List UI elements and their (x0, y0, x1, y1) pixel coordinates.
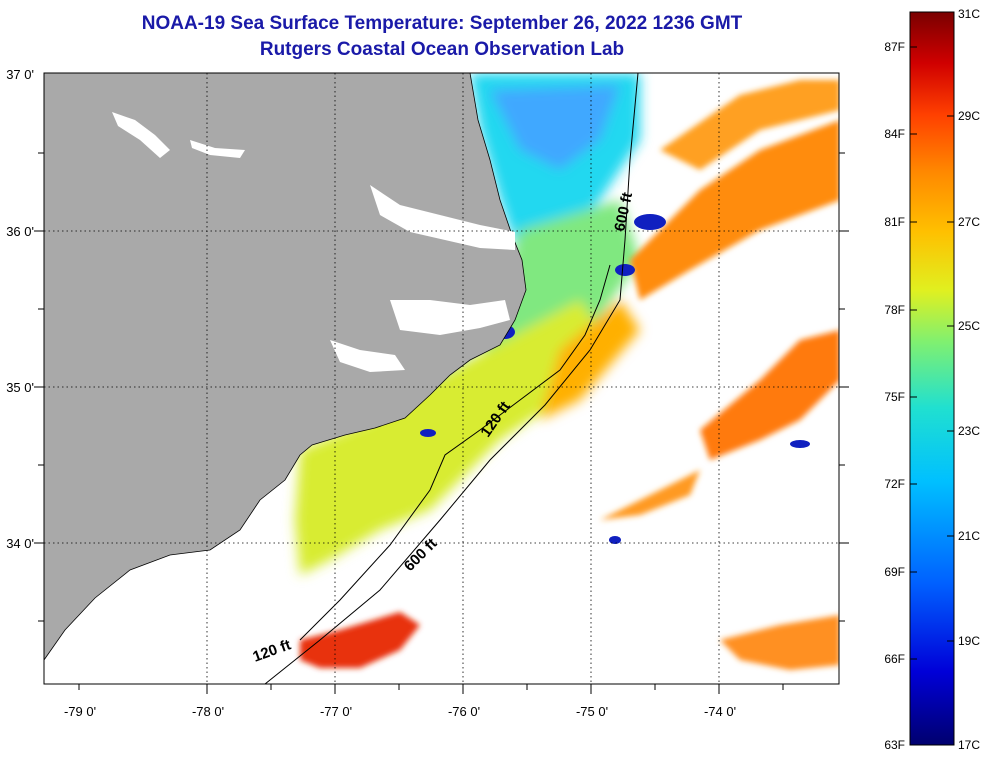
sst-south-east-patch (720, 615, 839, 670)
sst-southern-patch (300, 612, 420, 668)
lat-label-34: 34 0' (6, 536, 34, 551)
map-content (44, 73, 839, 670)
colorbar-label-29c: 29C (958, 109, 980, 123)
colorbar-label-17c: 17C (958, 738, 980, 752)
map-subtitle: Rutgers Coastal Ocean Observation Lab (259, 39, 625, 60)
colorbar-label-27c: 27C (958, 215, 980, 229)
lat-label-35: 35 0' (6, 380, 34, 395)
lon-label-76: -76 0' (448, 704, 480, 719)
colorbar-fahrenheit-ticks (910, 46, 917, 660)
graticule (44, 73, 839, 684)
lon-label-79: -79 0' (64, 704, 96, 719)
map-frame (43, 72, 840, 685)
colorbar-label-69f: 69F (884, 565, 905, 579)
sst-shelf-orange (540, 300, 640, 420)
colorbar-label-23c: 23C (958, 424, 980, 438)
colorbar-label-75f: 75F (884, 390, 905, 404)
colorbar-label-25c: 25C (958, 319, 980, 333)
map-title: NOAA-19 Sea Surface Temperature: Septemb… (141, 13, 743, 34)
sounds-and-rivers (112, 112, 515, 372)
colorbar-celsius-ticks (947, 115, 954, 642)
colorbar-label-31c: 31C (958, 7, 980, 21)
colorbar-label-84f: 84F (884, 127, 905, 141)
frame-ticks (34, 152, 849, 694)
colorbar-label-21c: 21C (958, 529, 980, 543)
sst-gulfstream-band-1 (630, 120, 839, 300)
sst-cold-spots (420, 214, 810, 544)
lat-label-37: 37 0' (6, 67, 34, 82)
isobath-120-line (299, 264, 611, 641)
colorbar-label-19c: 19C (958, 634, 980, 648)
sst-nearshore-yellow (295, 300, 600, 575)
sst-shelf-blue (490, 85, 620, 170)
sst-offshore-patch (700, 330, 839, 460)
colorbar-label-81f: 81F (884, 215, 905, 229)
colorbar-label-72f: 72F (884, 477, 905, 491)
lon-label-78: -78 0' (192, 704, 224, 719)
lon-label-77: -77 0' (320, 704, 352, 719)
lon-label-75: -75 0' (576, 704, 608, 719)
colorbar-label-78f: 78F (884, 303, 905, 317)
lat-label-36: 36 0' (6, 224, 34, 239)
isobath-lines (264, 73, 639, 684)
colorbar-gradient (909, 11, 955, 746)
isobath-600-line (264, 73, 639, 684)
sst-mid-patch (600, 470, 700, 520)
colorbar-label-87f: 87F (884, 40, 905, 54)
colorbar-label-66f: 66F (884, 652, 905, 666)
colorbar-label-63f: 63F (884, 738, 905, 752)
sst-gulfstream-band-2 (660, 80, 839, 170)
lon-label-74: -74 0' (704, 704, 736, 719)
